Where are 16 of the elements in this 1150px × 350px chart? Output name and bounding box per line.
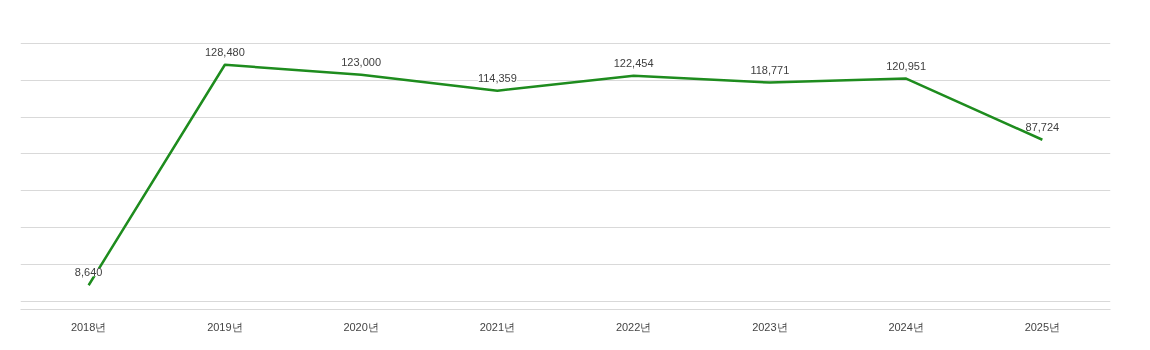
- x-tick-label: 2019년: [207, 320, 243, 333]
- data-label: 120,951: [886, 59, 927, 72]
- data-label: 123,000: [341, 55, 382, 68]
- data-label: 122,454: [613, 56, 654, 69]
- data-label: 87,724: [1025, 120, 1060, 133]
- x-tick-label: 2022년: [615, 320, 652, 333]
- x-tick-label: 2024년: [888, 320, 924, 333]
- data-label: 128,480: [204, 45, 245, 58]
- x-tick-label: 2023년: [752, 320, 788, 333]
- x-tick-label: 2018년: [70, 320, 107, 333]
- data-label: 8,640: [74, 266, 103, 279]
- data-label: 114,359: [477, 71, 517, 84]
- x-tick-label: 2020년: [343, 320, 379, 333]
- x-tick-label: 2021년: [479, 320, 516, 333]
- x-tick-label: 2025년: [1024, 320, 1061, 333]
- data-label: 118,771: [750, 63, 790, 76]
